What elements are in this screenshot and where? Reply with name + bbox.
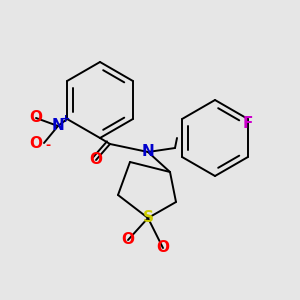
Text: N: N — [142, 145, 154, 160]
Text: F: F — [243, 116, 253, 131]
Text: -: - — [45, 140, 51, 152]
Text: O: O — [29, 136, 43, 151]
Text: O: O — [157, 241, 169, 256]
Text: +: + — [61, 114, 70, 124]
Text: S: S — [142, 211, 154, 226]
Text: O: O — [89, 152, 103, 167]
Text: O: O — [29, 110, 43, 125]
Text: O: O — [122, 232, 134, 247]
Text: N: N — [52, 118, 64, 134]
